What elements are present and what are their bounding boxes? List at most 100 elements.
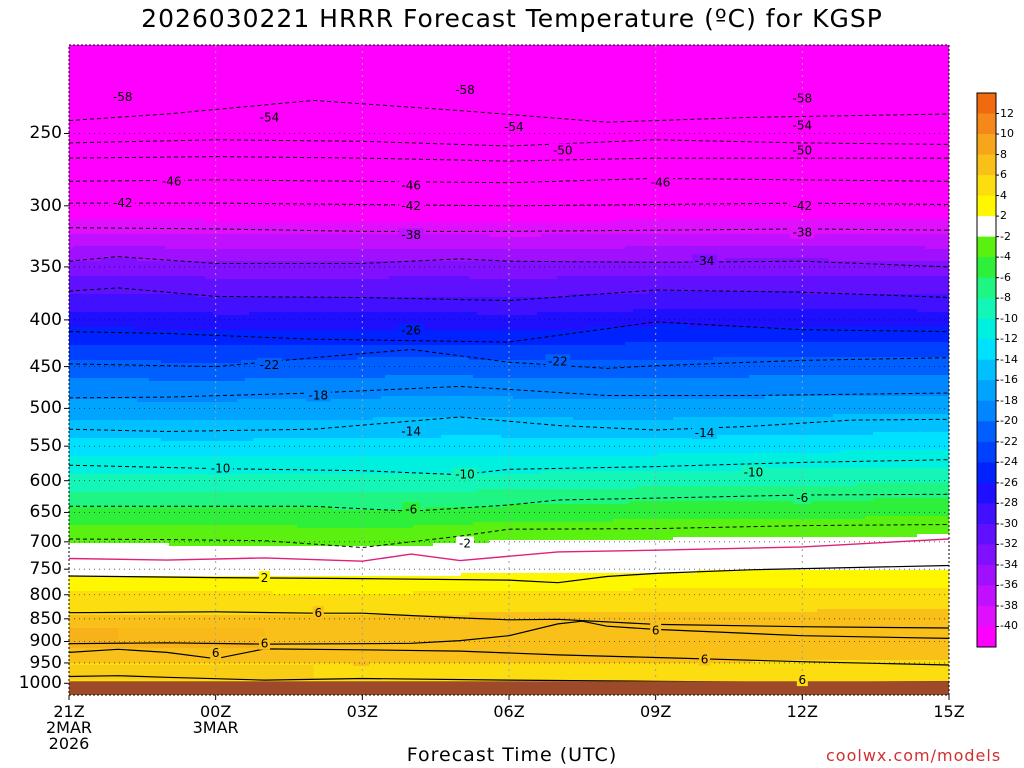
temperature-cell [69,585,74,589]
temperature-cell [69,324,74,328]
temperature-cell [93,309,98,313]
temperature-cell [101,393,106,397]
temperature-cell [93,543,98,547]
temperature-cell [73,591,78,595]
temperature-cell [89,171,94,175]
temperature-cell [73,138,78,142]
temperature-cell [77,486,82,490]
temperature-cell [105,438,110,442]
temperature-cell [85,162,90,166]
temperature-cell [89,360,94,364]
temperature-cell [105,51,110,55]
temperature-cell [93,129,98,133]
temperature-cell [69,267,74,271]
temperature-cell [69,510,74,514]
temperature-cell [69,423,74,427]
temperature-cell [93,348,98,352]
temperature-cell [105,240,110,244]
temperature-cell [89,48,94,52]
temperature-cell [93,492,98,496]
temperature-cell [97,579,102,583]
temperature-cell [93,354,98,358]
temperature-cell [97,294,102,298]
temperature-cell [69,72,74,76]
temperature-cell [77,75,82,79]
temperature-cell [81,468,86,472]
temperature-cell [77,360,82,364]
temperature-cell [81,75,86,79]
temperature-cell [73,477,78,481]
temperature-cell [81,369,86,373]
temperature-cell [101,348,106,352]
temperature-cell [85,321,90,325]
temperature-cell [89,546,94,550]
temperature-cell [89,468,94,472]
temperature-cell [73,366,78,370]
temperature-cell [105,189,110,193]
temperature-cell [93,564,98,568]
temperature-cell [73,549,78,553]
temperature-cell [105,348,110,352]
temperature-cell [85,387,90,391]
temperature-cell [93,390,98,394]
temperature-cell [105,159,110,163]
temperature-cell [101,345,106,349]
temperature-cell [69,219,74,223]
temperature-cell [89,144,94,148]
temperature-cell [93,387,98,391]
temperature-cell [69,165,74,169]
temperature-cell [105,330,110,334]
temperature-cell [77,582,82,586]
temperature-cell [97,252,102,256]
temperature-cell [69,348,74,352]
temperature-cell [89,255,94,259]
temperature-cell [73,600,78,604]
temperature-cell [105,273,110,277]
temperature-cell [77,126,82,130]
temperature-cell [81,120,86,124]
temperature-cell [69,543,74,547]
temperature-cell [97,324,102,328]
temperature-cell [69,528,74,532]
temperature-cell [97,54,102,58]
temperature-cell [81,585,86,589]
temperature-cell [85,411,90,415]
temperature-cell [105,597,110,601]
temperature-cell [89,219,94,223]
temperature-cell [101,219,106,223]
temperature-cell [85,240,90,244]
temperature-cell [85,249,90,253]
temperature-cell [81,525,86,529]
temperature-cell [73,501,78,505]
temperature-cell [69,234,74,238]
temperature-cell [105,81,110,85]
temperature-cell [81,381,86,385]
temperature-cell [97,444,102,448]
temperature-cell [81,54,86,58]
temperature-cell [69,600,74,604]
temperature-cell [69,486,74,490]
temperature-cell [105,213,110,217]
temperature-cell [77,282,82,286]
temperature-cell [85,165,90,169]
temperature-cell [85,189,90,193]
temperature-cell [93,501,98,505]
temperature-cell [97,276,102,280]
temperature-cell [89,624,94,628]
temperature-cell [97,432,102,436]
temperature-cell [69,495,74,499]
temperature-cell [93,570,98,574]
temperature-cell [101,213,106,217]
temperature-cell [69,327,74,331]
temperature-cell [81,606,86,610]
temperature-cell [73,273,78,277]
temperature-cell [85,324,90,328]
temperature-cell [85,84,90,88]
temperature-cell [69,561,74,565]
temperature-cell [105,510,110,514]
temperature-cell [97,153,102,157]
temperature-cell [93,84,98,88]
temperature-cell [85,615,90,619]
temperature-cell [69,519,74,523]
temperature-cell [101,246,106,250]
